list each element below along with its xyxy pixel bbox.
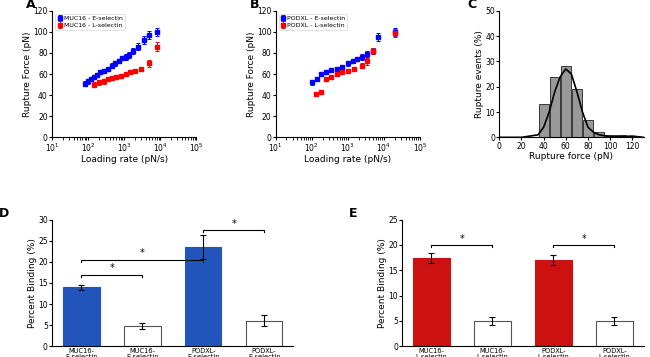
Text: A: A: [26, 0, 36, 11]
Bar: [124, 326, 161, 346]
Text: D: D: [0, 207, 9, 220]
Text: B: B: [250, 0, 259, 11]
Bar: [561, 66, 571, 137]
Bar: [583, 120, 593, 137]
Bar: [535, 260, 571, 346]
Y-axis label: Percent Binding (%): Percent Binding (%): [378, 238, 387, 328]
Bar: [246, 321, 283, 346]
Legend: PODXL - E-selectin, PODXL - L-selectin: PODXL - E-selectin, PODXL - L-selectin: [279, 14, 348, 30]
Bar: [616, 135, 627, 137]
X-axis label: Loading rate (pN/s): Loading rate (pN/s): [304, 155, 391, 164]
Text: *: *: [231, 219, 236, 229]
Text: E: E: [349, 207, 358, 220]
Y-axis label: Percent Binding (%): Percent Binding (%): [28, 238, 36, 328]
Y-axis label: Rupture Force (pN): Rupture Force (pN): [23, 31, 32, 117]
Bar: [596, 321, 632, 346]
Bar: [572, 89, 582, 137]
Bar: [605, 135, 615, 137]
Bar: [185, 247, 222, 346]
Bar: [539, 104, 549, 137]
Legend: MUC16 - E-selectin, MUC16 - L-selectin: MUC16 - E-selectin, MUC16 - L-selectin: [55, 14, 125, 30]
Y-axis label: Rupture events (%): Rupture events (%): [475, 30, 484, 118]
X-axis label: Loading rate (pN/s): Loading rate (pN/s): [81, 155, 168, 164]
Y-axis label: Rupture Force (pN): Rupture Force (pN): [246, 31, 255, 117]
Text: C: C: [467, 0, 476, 11]
Text: *: *: [581, 234, 586, 244]
Bar: [63, 287, 99, 346]
X-axis label: Rupture force (pN): Rupture force (pN): [529, 152, 614, 161]
Text: *: *: [140, 248, 144, 258]
Bar: [550, 76, 560, 137]
Bar: [594, 132, 604, 137]
Text: *: *: [109, 263, 114, 273]
Bar: [413, 258, 450, 346]
Bar: [474, 321, 511, 346]
Text: *: *: [460, 234, 464, 244]
